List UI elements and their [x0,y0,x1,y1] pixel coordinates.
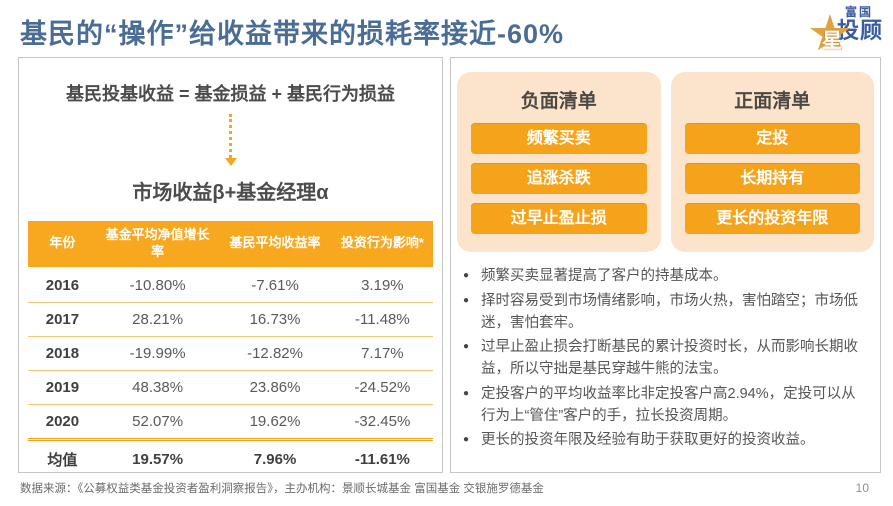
annual-returns-table: 年份 基金平均净值增长率 基民平均收益率 投资行为影响* 2016 -10.80… [28,221,433,478]
positive-list-panel: 正面清单 定投 长期持有 更长的投资年限 [670,72,874,252]
chip-early-stop-profit-loss: 过早止盈止损 [471,203,647,234]
investor-return-cell: 23.86% [218,369,332,405]
table-header-row: 年份 基金平均净值增长率 基民平均收益率 投资行为影响* [28,221,433,269]
header-investor-avg-return: 基民平均收益率 [218,221,332,269]
bullet-icon: ● [463,434,470,446]
positive-list-title: 正面清单 [734,91,811,112]
behavior-impact-cell: 7.17% [331,335,433,371]
behavior-impact-cell: -24.52% [331,369,433,405]
table-row: 2018 -19.99% -12.82% 7.17% [28,335,433,371]
equation-result: 市场收益β+基金经理α [132,182,329,204]
year-cell: 2019 [28,369,97,405]
year-cell: 2017 [28,301,97,337]
header-behavior-impact: 投资行为影响* [331,221,433,269]
insight-text: 定投客户的平均收益率比非定投客户高2.94%，定投可以从行为上“管住”客户的手，… [481,385,856,424]
fund-return-cell: 52.07% [96,403,219,440]
insight-text: 过早止盈止损会打断基民的累计投资时长，从而影响长期收益，所以守拙是基民穿越牛熊的… [481,339,858,377]
bullet-icon: ● [463,270,470,281]
year-cell: 均值 [28,437,97,478]
return-equation: 基民投基收益 = 基金损益 + 基民行为损益 [65,84,396,104]
year-cell: 2020 [28,403,97,440]
chip-frequent-trading: 频繁买卖 [471,123,647,154]
page-title: 基民的“操作”给收益带来的损耗率接近-60% [20,19,565,49]
chip-longer-horizon: 更长的投资年限 [684,203,860,234]
investor-return-cell: 19.62% [218,403,332,440]
year-cell: 2016 [45,276,80,294]
investor-return-cell: 16.73% [218,301,332,337]
insight-text: 更长的投资年限及经验有助于获取更好的投资收益。 [481,432,815,449]
fund-return-cell: -10.80% [129,276,186,294]
star-glyph: 星 [821,30,842,52]
table-row: 2019 48.38% 23.86% -24.52% [28,369,433,405]
negative-list-panel: 负面清单 频繁买卖 追涨杀跌 过早止盈止损 [457,72,661,252]
behavior-impact-cell: 3.19% [361,276,404,294]
down-arrow-icon [224,114,237,170]
star-icon: 星 [809,12,851,56]
logo-wordmark: 富国 投顾 [837,6,883,42]
investor-return-cell: -7.61% [251,276,299,294]
header-year: 年份 [28,221,97,269]
insight-text: 择时容易受到市场情绪影响，市场火热，害怕踏空；市场低迷，害怕套牢。 [481,292,858,331]
insight-list: ● 频繁买卖显著提高了客户的持基成本。 ● 择时容易受到市场情绪影响，市场火热，… [451,252,880,452]
investor-return-cell: 7.96% [218,437,332,478]
insight-item: ● 频繁买卖显著提高了客户的持基成本。 [463,266,866,288]
logo-text-top: 富国 [844,5,873,19]
table-summary-row: 均值 19.57% 7.96% -11.61% [28,437,433,478]
fund-return-cell: 28.21% [96,301,219,337]
fund-return-cell: 48.38% [96,369,219,405]
insight-text: 频繁买卖显著提高了客户的持基成本。 [481,268,728,284]
insight-item: ● 更长的投资年限及经验有助于获取更好的投资收益。 [463,430,866,452]
table-row: 2020 52.07% 19.62% -32.45% [28,403,433,440]
chip-auto-invest: 定投 [684,123,860,154]
bullet-icon: ● [463,294,470,306]
behavior-lists-panel: 负面清单 频繁买卖 追涨杀跌 过早止盈止损 正面清单 定投 长期持有 更长的投资… [450,57,881,473]
behavior-impact-cell: -11.48% [331,301,433,337]
brand-logo: 星 富国 投顾 [809,6,883,56]
negative-list-title: 负面清单 [520,91,597,112]
investor-return-cell: -12.82% [218,335,332,371]
chip-chase-rise-sell-fall: 追涨杀跌 [471,163,647,194]
year-cell: 2018 [28,335,97,371]
fund-return-cell: 19.57% [96,437,219,478]
table-row: 2016 -10.80% -7.61% 3.19% [28,268,433,303]
bullet-icon: ● [463,341,470,353]
insight-item: ● 择时容易受到市场情绪影响，市场火热，害怕踏空；市场低迷，害怕套牢。 [463,291,866,335]
header-fund-avg-nav-growth: 基金平均净值增长率 [96,221,219,269]
insight-item: ● 过早止盈止损会打断基民的累计投资时长，从而影响长期收益，所以守拙是基民穿越牛… [463,337,866,381]
data-source-note: 数据来源：《公募权益类基金投资者盈利洞察报告》，主办机构：景顺长城基金 富国基金… [20,483,544,495]
behavior-impact-cell: -32.45% [331,403,433,440]
chip-long-term-hold: 长期持有 [684,163,860,194]
return-decomposition-panel: 基民投基收益 = 基金损益 + 基民行为损益 市场收益β+基金经理α 年份 基金… [18,57,443,478]
bullet-icon: ● [463,387,470,399]
insight-item: ● 定投客户的平均收益率比非定投客户高2.94%，定投可以从行为上“管住”客户的… [463,384,866,428]
logo-text-bottom: 投顾 [836,18,883,43]
behavior-impact-cell: -11.61% [331,437,433,478]
fund-return-cell: -19.99% [96,335,219,371]
table-row: 2017 28.21% 16.73% -11.48% [28,301,433,337]
page-number: 10 [855,481,869,495]
